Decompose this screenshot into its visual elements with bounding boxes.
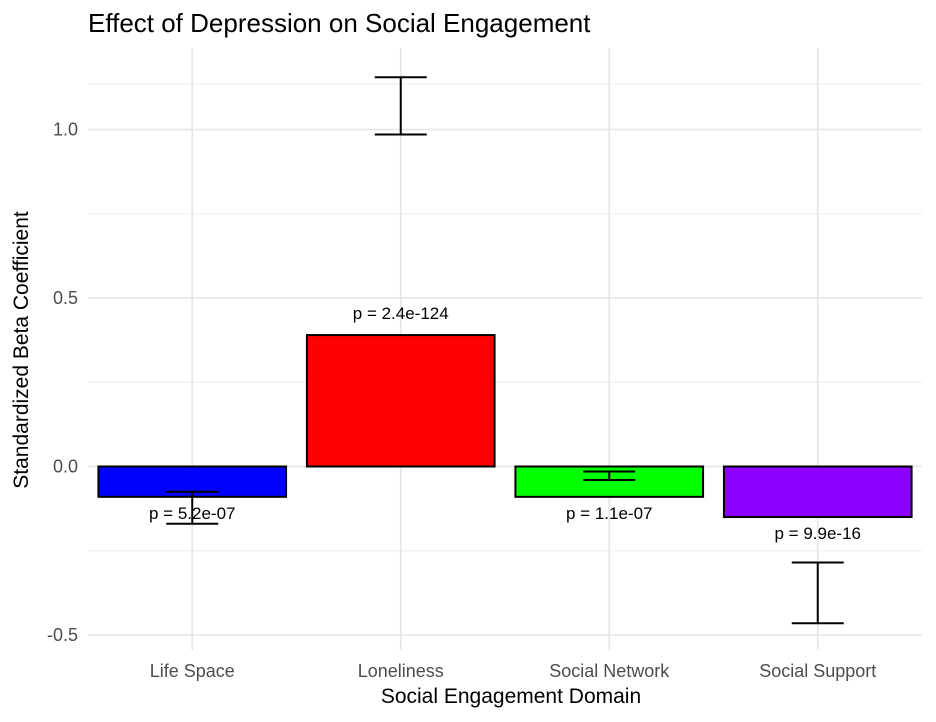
error-bars bbox=[166, 76, 844, 625]
y-tick-label: 0.5 bbox=[53, 288, 78, 308]
chart-title: Effect of Depression on Social Engagemen… bbox=[88, 8, 591, 38]
bars bbox=[97, 334, 913, 519]
p-value-label: p = 2.4e-124 bbox=[353, 304, 449, 323]
grid bbox=[88, 48, 922, 650]
p-value-label: p = 5.2e-07 bbox=[149, 504, 236, 523]
x-tick-label: Social Network bbox=[549, 661, 670, 681]
x-tick-label: Social Support bbox=[759, 661, 876, 681]
y-tick-label: -0.5 bbox=[47, 625, 78, 645]
p-value-labels: p = 5.2e-07 p = 2.4e-124 p = 1.1e-07 p = 9.… bbox=[149, 304, 861, 543]
x-tick-label: Life Space bbox=[150, 661, 235, 681]
bar bbox=[722, 465, 913, 519]
y-tick-label: 1.0 bbox=[53, 120, 78, 140]
x-tick-label: Loneliness bbox=[358, 661, 444, 681]
x-axis-title: Social Engagement Domain bbox=[381, 685, 641, 708]
y-tick-label: 0.0 bbox=[53, 457, 78, 477]
x-axis-ticks: Life Space Loneliness Social Network Social… bbox=[150, 661, 877, 681]
p-value-label: p = 9.9e-16 bbox=[775, 524, 862, 543]
p-value-label: p = 1.1e-07 bbox=[566, 504, 653, 523]
bar bbox=[305, 334, 496, 468]
y-axis-title: Standardized Beta Coefficient bbox=[10, 211, 33, 489]
y-axis-ticks: -0.5 0.0 0.5 1.0 bbox=[47, 120, 78, 646]
